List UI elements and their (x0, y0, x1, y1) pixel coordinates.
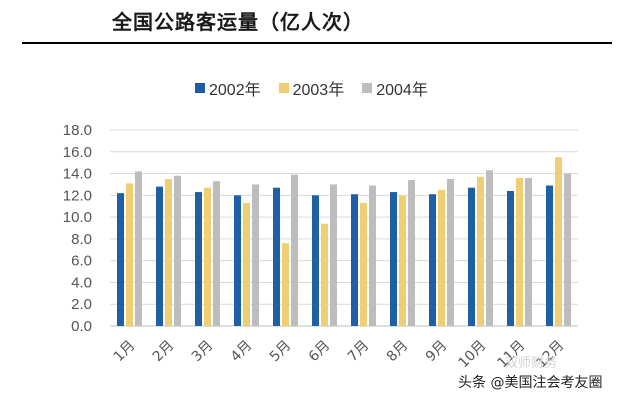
bar (213, 181, 220, 326)
bar (429, 194, 436, 326)
bar (351, 194, 358, 326)
y-tick-label: 12.0 (63, 187, 92, 204)
x-tick-label: 6月 (306, 338, 334, 366)
bar (156, 186, 163, 326)
bar (369, 185, 376, 326)
bar (390, 192, 397, 326)
y-tick-label: 2.0 (71, 296, 92, 313)
bar (486, 170, 493, 326)
bar (564, 173, 571, 326)
y-tick-label: 16.0 (63, 144, 92, 161)
legend-swatch-2003 (278, 83, 289, 93)
bar (321, 223, 328, 326)
y-tick-label: 18.0 (63, 122, 92, 139)
bar (126, 183, 133, 326)
y-tick-label: 14.0 (63, 166, 92, 183)
legend-item-2004: 2004年 (362, 76, 428, 100)
bar (174, 175, 181, 326)
bar (243, 202, 250, 326)
x-tick-label: 4月 (228, 338, 256, 366)
x-tick-label: 2月 (150, 338, 178, 366)
watermark-faint: 双师财务 (505, 356, 558, 371)
legend-item-2002: 2002年 (195, 76, 261, 100)
bar (195, 192, 202, 326)
bar (507, 190, 514, 326)
bar (135, 171, 142, 326)
x-tick-label: 8月 (384, 338, 412, 366)
bar (330, 184, 337, 326)
x-tick-label: 7月 (345, 338, 373, 366)
bar (399, 195, 406, 326)
bar (408, 180, 415, 326)
legend-item-2003: 2003年 (278, 76, 345, 100)
bar (438, 189, 445, 326)
y-tick-label: 10.0 (63, 209, 92, 226)
bar (291, 174, 298, 326)
legend-swatch-2002 (195, 83, 205, 93)
bar (282, 243, 289, 326)
y-tick-label: 8.0 (71, 231, 92, 248)
bar (360, 202, 367, 326)
bar (252, 184, 259, 326)
bar (204, 187, 211, 326)
x-tick-label: 1月 (111, 338, 139, 366)
x-tick-label: 10月 (456, 338, 490, 372)
y-tick-label: 6.0 (71, 253, 92, 270)
legend-swatch-2004 (362, 83, 373, 93)
bar (468, 187, 475, 326)
x-tick-label: 9月 (423, 338, 451, 366)
bar (312, 195, 319, 326)
legend: 2002年 2003年 2004年 (195, 76, 446, 100)
bar (447, 179, 454, 326)
bar (165, 179, 172, 326)
legend-label-2003: 2003年 (292, 82, 345, 99)
legend-label-2002: 2002年 (209, 82, 261, 99)
bar (546, 185, 553, 326)
watermark: 头条 @美国注会考友圈 (458, 375, 603, 391)
bar (555, 157, 562, 326)
y-tick-label: 0.0 (71, 318, 92, 335)
chart-title: 全国公路客运量（亿人次） (112, 10, 364, 34)
title-underline (22, 42, 612, 44)
bar (117, 193, 124, 326)
bar (516, 177, 523, 326)
bar (273, 187, 280, 326)
x-tick-label: 5月 (267, 338, 295, 366)
y-tick-label: 4.0 (71, 274, 92, 291)
x-tick-label: 3月 (189, 338, 217, 366)
bar (525, 177, 532, 326)
bar (477, 176, 484, 326)
legend-label-2004: 2004年 (376, 82, 428, 99)
bar (234, 195, 241, 326)
